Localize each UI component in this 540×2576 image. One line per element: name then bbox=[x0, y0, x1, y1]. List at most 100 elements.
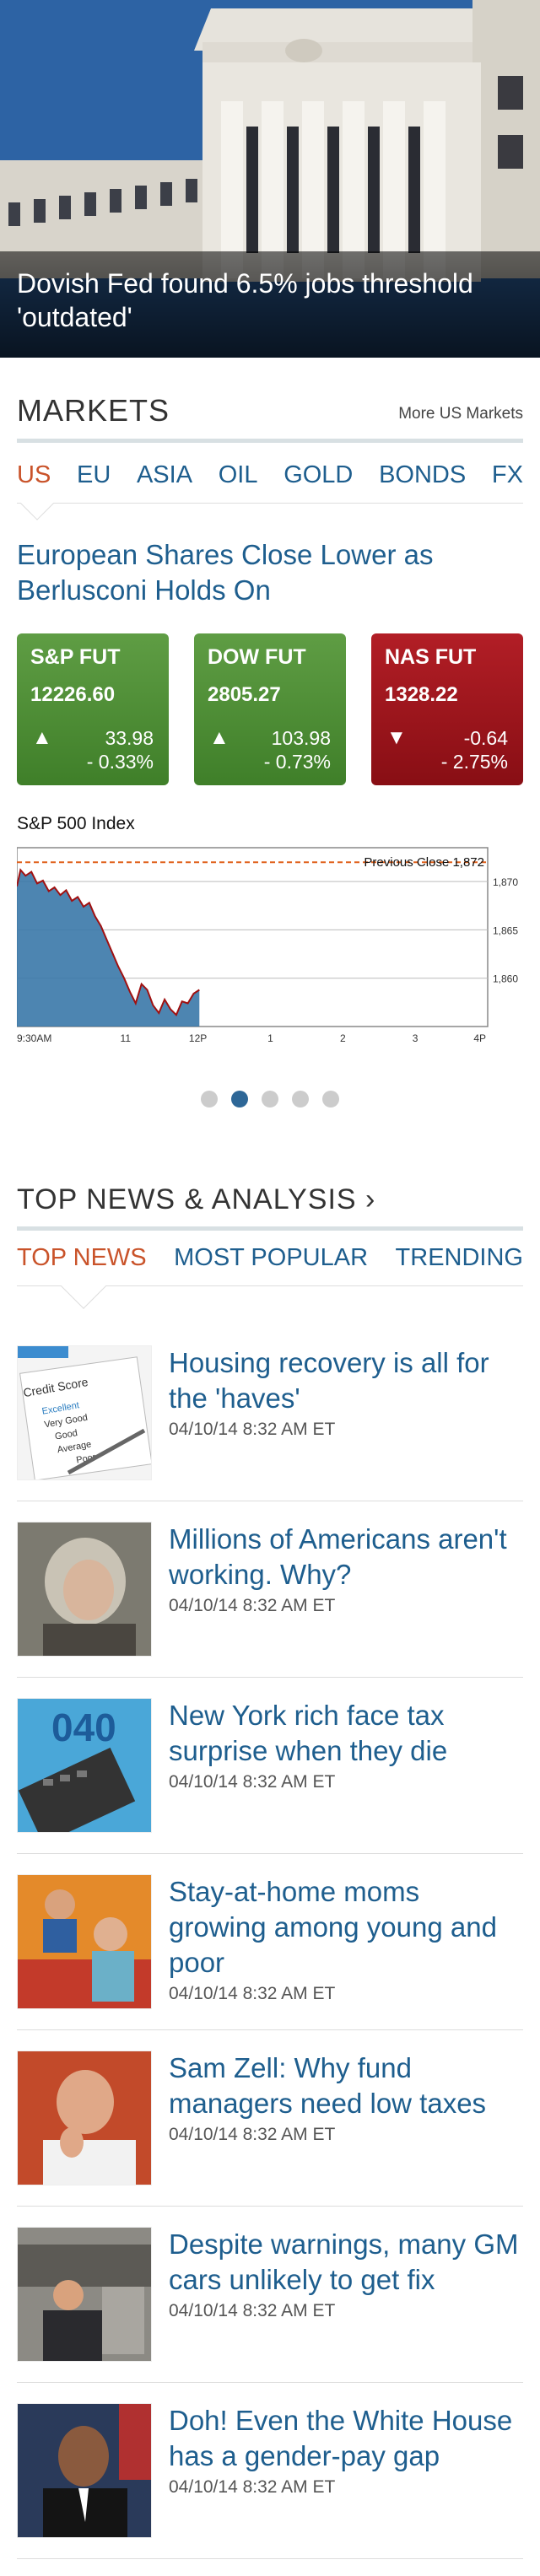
x-tick-label: 4P bbox=[473, 1032, 486, 1043]
news-thumbnail[interactable]: 040 bbox=[17, 1698, 152, 1833]
news-thumbnail[interactable]: Credit Score Excellent Very Good Good Av… bbox=[17, 1345, 152, 1480]
card-name: NAS FUT bbox=[385, 645, 477, 669]
news-title[interactable]: Millions of Americans aren't working. Wh… bbox=[169, 1523, 507, 1590]
previous-close-label: Previous Close 1,872 bbox=[364, 855, 484, 870]
card-change-pct: - 0.33% bbox=[86, 751, 154, 773]
card-change-value: 103.98 bbox=[271, 727, 331, 749]
news-thumbnail[interactable] bbox=[17, 2403, 152, 2538]
news-thumbnail[interactable] bbox=[17, 2051, 152, 2185]
sp500-chart[interactable]: S&P 500 Index Previous Close 1,872 1,870… bbox=[17, 814, 523, 1043]
svg-text:Good: Good bbox=[54, 1428, 78, 1442]
svg-text:040: 040 bbox=[51, 1706, 116, 1749]
list-item[interactable]: Doh! Even the White House has a gender-p… bbox=[17, 2383, 523, 2559]
markets-tabs: US EU ASIA OIL GOLD BONDS FX bbox=[17, 461, 523, 520]
list-item[interactable]: 040 New York rich face tax surprise when… bbox=[17, 1678, 523, 1854]
news-timestamp: 04/10/14 8:32 AM ET bbox=[169, 1420, 336, 1439]
top-news-title[interactable]: TOP NEWS & ANALYSIS › bbox=[17, 1183, 376, 1215]
nas-fut-card[interactable]: NAS FUT 1328.22 ▼ -0.64 - 2.75% bbox=[371, 633, 523, 785]
news-tabs: TOP NEWS MOST POPULAR TRENDING bbox=[17, 1244, 523, 1309]
credit-score-image: Credit Score Excellent Very Good Good Av… bbox=[18, 1346, 151, 1479]
news-text: Despite warnings, many GM cars unlikely … bbox=[169, 2227, 523, 2362]
card-price: 1328.22 bbox=[385, 683, 458, 706]
hero-caption[interactable]: Dovish Fed found 6.5% jobs threshold 'ou… bbox=[0, 251, 540, 358]
news-text: Stay-at-home moms growing among young an… bbox=[169, 1874, 523, 2009]
news-title[interactable]: Sam Zell: Why fund managers need low tax… bbox=[169, 2052, 487, 2119]
list-item[interactable]: Credit Score Excellent Very Good Good Av… bbox=[17, 1325, 523, 1501]
news-timestamp: 04/10/14 8:32 AM ET bbox=[169, 2477, 336, 2497]
more-us-markets-link[interactable]: More US Markets bbox=[398, 405, 523, 423]
arrow-up-icon: ▲ bbox=[32, 726, 52, 749]
card-price: 12226.60 bbox=[30, 683, 116, 706]
markets-headline[interactable]: European Shares Close Lower as Berluscon… bbox=[17, 539, 434, 606]
news-timestamp: 04/10/14 8:32 AM ET bbox=[169, 2125, 336, 2144]
hero-headline[interactable]: Dovish Fed found 6.5% jobs threshold 'ou… bbox=[17, 268, 473, 332]
arrow-up-icon: ▲ bbox=[209, 726, 230, 749]
x-tick-label: 3 bbox=[413, 1032, 418, 1043]
list-item[interactable]: Despite warnings, many GM cars unlikely … bbox=[17, 2207, 523, 2383]
active-tab-indicator bbox=[20, 487, 54, 520]
y-tick-label: 1,865 bbox=[493, 924, 518, 936]
tab-fx[interactable]: FX bbox=[491, 461, 523, 488]
moms-with-kids-image bbox=[18, 1875, 151, 2008]
gm-worker-image bbox=[18, 2228, 151, 2361]
dow-fut-card[interactable]: DOW FUT 2805.27 ▲ 103.98 - 0.73% bbox=[194, 633, 346, 785]
news-thumbnail[interactable] bbox=[17, 1874, 152, 2009]
news-title[interactable]: Doh! Even the White House has a gender-p… bbox=[169, 2405, 513, 2471]
tab-bonds[interactable]: BONDS bbox=[379, 461, 467, 488]
carousel-dot[interactable] bbox=[262, 1091, 278, 1107]
tax-form-image: 040 bbox=[18, 1699, 151, 1832]
carousel-dot[interactable] bbox=[322, 1091, 339, 1107]
list-item[interactable]: Millions of Americans aren't working. Wh… bbox=[17, 1501, 523, 1678]
sam-zell-portrait-image bbox=[18, 2051, 151, 2185]
y-tick-label: 1,870 bbox=[493, 876, 518, 888]
chart-area bbox=[17, 870, 200, 1027]
obama-portrait-image bbox=[18, 2404, 151, 2537]
tab-asia[interactable]: ASIA bbox=[136, 461, 193, 488]
tab-most-popular[interactable]: MOST POPULAR bbox=[174, 1244, 369, 1271]
woman-portrait-image bbox=[18, 1522, 151, 1656]
news-title[interactable]: Stay-at-home moms growing among young an… bbox=[169, 1876, 497, 1978]
news-text: Sam Zell: Why fund managers need low tax… bbox=[169, 2051, 523, 2185]
news-timestamp: 04/10/14 8:32 AM ET bbox=[169, 1772, 336, 1792]
sp500-chart-svg: Previous Close 1,872 1,870 1,865 1,860 9:3… bbox=[17, 847, 518, 1043]
tab-gold[interactable]: GOLD bbox=[284, 461, 354, 488]
news-text: Housing recovery is all for the 'haves' … bbox=[169, 1345, 523, 1480]
news-title[interactable]: Despite warnings, many GM cars unlikely … bbox=[169, 2228, 519, 2295]
news-timestamp: 04/10/14 8:32 AM ET bbox=[169, 1596, 336, 1615]
tab-oil[interactable]: OIL bbox=[218, 461, 258, 488]
chart-title: S&P 500 Index bbox=[17, 814, 135, 833]
y-tick-label: 1,860 bbox=[493, 973, 518, 985]
news-text: Doh! Even the White House has a gender-p… bbox=[169, 2403, 523, 2538]
card-name: S&P FUT bbox=[30, 645, 121, 669]
tab-trending[interactable]: TRENDING bbox=[395, 1244, 523, 1271]
list-item[interactable]: Sam Zell: Why fund managers need low tax… bbox=[17, 2030, 523, 2207]
x-tick-label: 11 bbox=[121, 1032, 132, 1043]
tab-eu[interactable]: EU bbox=[76, 461, 111, 488]
carousel-dot[interactable] bbox=[292, 1091, 309, 1107]
news-title[interactable]: Housing recovery is all for the 'haves' bbox=[169, 1347, 489, 1414]
card-change-pct: - 0.73% bbox=[263, 751, 331, 773]
card-change: 103.98 - 0.73% bbox=[264, 726, 331, 773]
news-title[interactable]: New York rich face tax surprise when the… bbox=[169, 1700, 448, 1766]
card-name: DOW FUT bbox=[208, 645, 306, 669]
x-tick-label: 9:30AM bbox=[17, 1032, 51, 1043]
list-item[interactable]: Stay-at-home moms growing among young an… bbox=[17, 1854, 523, 2030]
markets-title: MARKETS bbox=[17, 393, 170, 428]
carousel-dot[interactable] bbox=[231, 1091, 248, 1107]
card-change-value: 33.98 bbox=[105, 727, 154, 749]
news-timestamp: 04/10/14 8:32 AM ET bbox=[169, 1984, 336, 2003]
news-text: Millions of Americans aren't working. Wh… bbox=[169, 1522, 523, 1657]
futures-cards: S&P FUT 12226.60 ▲ 33.98 - 0.33% DOW FUT… bbox=[17, 633, 523, 785]
news-timestamp: 04/10/14 8:32 AM ET bbox=[169, 2301, 336, 2320]
sp-fut-card[interactable]: S&P FUT 12226.60 ▲ 33.98 - 0.33% bbox=[17, 633, 169, 785]
top-news-header[interactable]: TOP NEWS & ANALYSIS › bbox=[17, 1183, 523, 1231]
news-thumbnail[interactable] bbox=[17, 2227, 152, 2362]
hero-story[interactable]: Dovish Fed found 6.5% jobs threshold 'ou… bbox=[0, 0, 540, 358]
news-text: New York rich face tax surprise when the… bbox=[169, 1698, 523, 1833]
news-thumbnail[interactable] bbox=[17, 1522, 152, 1657]
carousel-dot[interactable] bbox=[201, 1091, 218, 1107]
card-change-value: -0.64 bbox=[463, 727, 508, 749]
x-tick-label: 12P bbox=[189, 1032, 207, 1043]
markets-header: MARKETS More US Markets bbox=[17, 393, 523, 443]
tab-us[interactable]: US bbox=[17, 461, 51, 488]
